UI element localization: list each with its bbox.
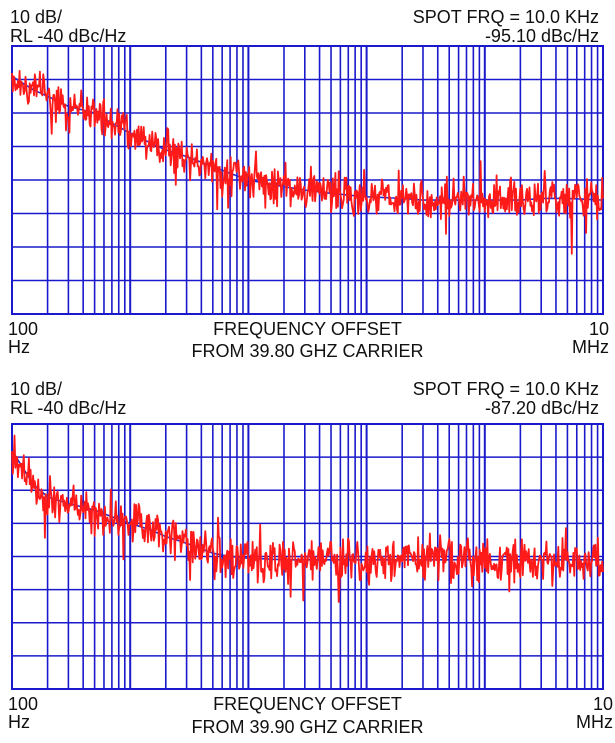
x-min-unit-label: Hz <box>8 337 30 357</box>
scale-label: 10 dB/ <box>10 379 63 399</box>
reference-level-label: RL -40 dBc/Hz <box>10 26 127 46</box>
reference-level-label: RL -40 dBc/Hz <box>10 398 127 418</box>
scale-label: 10 dB/ <box>10 7 63 27</box>
x-min-tick-label: 100 <box>8 694 39 714</box>
spot-value-label: -95.10 dBc/Hz <box>484 26 599 46</box>
phase-noise-trace <box>11 70 604 255</box>
phase-noise-panel-1: 10 dB/ RL -40 dBc/Hz SPOT FRQ = 10.0 KHz… <box>0 0 615 370</box>
x-axis-title: FREQUENCY OFFSET <box>213 319 402 339</box>
carrier-subtitle: FROM 39.80 GHZ CARRIER <box>191 341 424 361</box>
chart-plot-1 <box>11 45 604 315</box>
x-max-tick-label: 10 <box>592 694 613 714</box>
x-max-unit-label: MHz <box>572 337 609 357</box>
x-min-unit-label: Hz <box>8 712 30 732</box>
phase-noise-panel-2: 10 dB/ RL -40 dBc/Hz SPOT FRQ = 10.0 KHz… <box>0 373 615 743</box>
spot-frequency-label: SPOT FRQ = 10.0 KHz <box>412 379 599 399</box>
spot-value-label: -87.20 dBc/Hz <box>484 398 599 418</box>
x-min-tick-label: 100 <box>8 319 39 339</box>
plot-frame <box>11 423 604 690</box>
x-axis-title: FREQUENCY OFFSET <box>213 694 402 714</box>
x-max-tick-label: 10 <box>588 319 609 339</box>
phase-noise-trace <box>11 434 604 603</box>
spot-frequency-label: SPOT FRQ = 10.0 KHz <box>412 7 599 27</box>
chart-plot-2 <box>11 423 604 690</box>
carrier-subtitle: FROM 39.90 GHZ CARRIER <box>191 717 424 737</box>
x-max-unit-label: MHz <box>576 712 613 732</box>
